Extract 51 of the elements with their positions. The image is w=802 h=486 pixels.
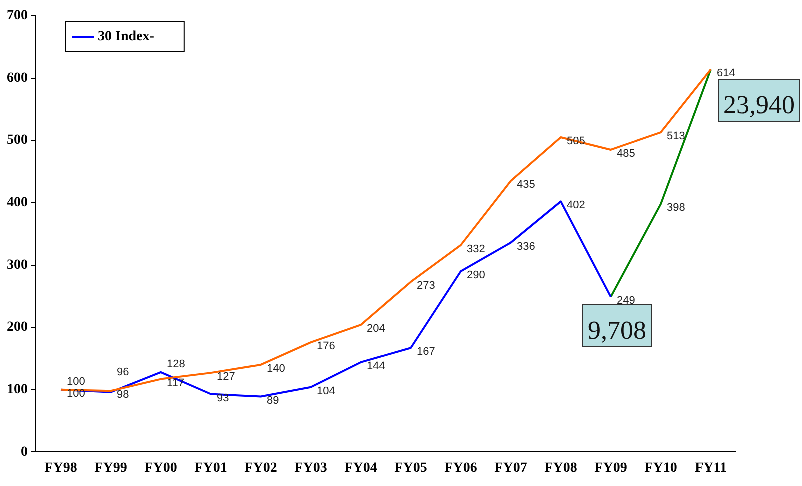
data-label: 104 — [317, 385, 336, 398]
data-label: 93 — [217, 392, 230, 404]
data-label: 98 — [117, 389, 130, 402]
data-label: 100 — [67, 376, 86, 388]
y-tick-label: 500 — [7, 133, 28, 148]
y-tick-label: 700 — [7, 8, 28, 24]
x-tick-label: FY07 — [494, 461, 528, 476]
x-tick-label: FY11 — [695, 461, 727, 476]
data-label: 140 — [267, 362, 286, 375]
x-tick-label: FY08 — [544, 461, 578, 476]
x-tick-label: FY10 — [644, 461, 678, 476]
x-tick-label: FY99 — [94, 461, 128, 476]
x-tick-label: FY98 — [44, 461, 78, 476]
data-label: 614 — [717, 68, 736, 80]
data-label: 513 — [667, 130, 686, 143]
y-tick-label: 100 — [7, 382, 28, 398]
data-label: 435 — [517, 179, 536, 192]
data-label: 204 — [367, 323, 386, 336]
x-tick-label: FY01 — [194, 461, 228, 476]
data-label: 167 — [417, 346, 436, 358]
data-label: 332 — [467, 243, 486, 256]
x-tick-label: FY04 — [344, 461, 378, 476]
data-label: 398 — [667, 202, 686, 214]
y-tick-label: 600 — [7, 70, 28, 86]
data-label: 273 — [417, 280, 436, 292]
annotation: 23,940 — [724, 90, 795, 120]
x-tick-label: FY00 — [144, 461, 178, 476]
x-tick-label: FY03 — [294, 461, 328, 476]
data-label: 290 — [467, 270, 486, 282]
x-tick-label: FY05 — [394, 461, 428, 476]
y-tick-label: 300 — [7, 258, 28, 273]
data-label: 144 — [367, 360, 386, 372]
data-label: 89 — [267, 394, 280, 407]
data-label: 402 — [567, 200, 586, 212]
y-tick-label: 0 — [21, 444, 28, 460]
data-label: 485 — [617, 148, 636, 160]
y-tick-label: 400 — [7, 196, 28, 211]
data-label: 336 — [517, 240, 536, 253]
data-label: 100 — [67, 388, 86, 400]
data-label: 117 — [167, 377, 185, 390]
x-tick-label: FY09 — [594, 461, 628, 476]
annotation: 9,708 — [588, 316, 646, 346]
data-label: 176 — [317, 340, 336, 353]
x-tick-label: FY06 — [444, 461, 478, 476]
data-label: 128 — [167, 358, 186, 370]
y-tick-label: 200 — [7, 320, 28, 336]
data-label: 249 — [617, 295, 636, 308]
x-tick-label: FY02 — [244, 461, 278, 476]
data-label: 127 — [217, 371, 236, 384]
legend-label: 30 Index- — [98, 30, 155, 45]
data-label: 96 — [117, 366, 130, 378]
